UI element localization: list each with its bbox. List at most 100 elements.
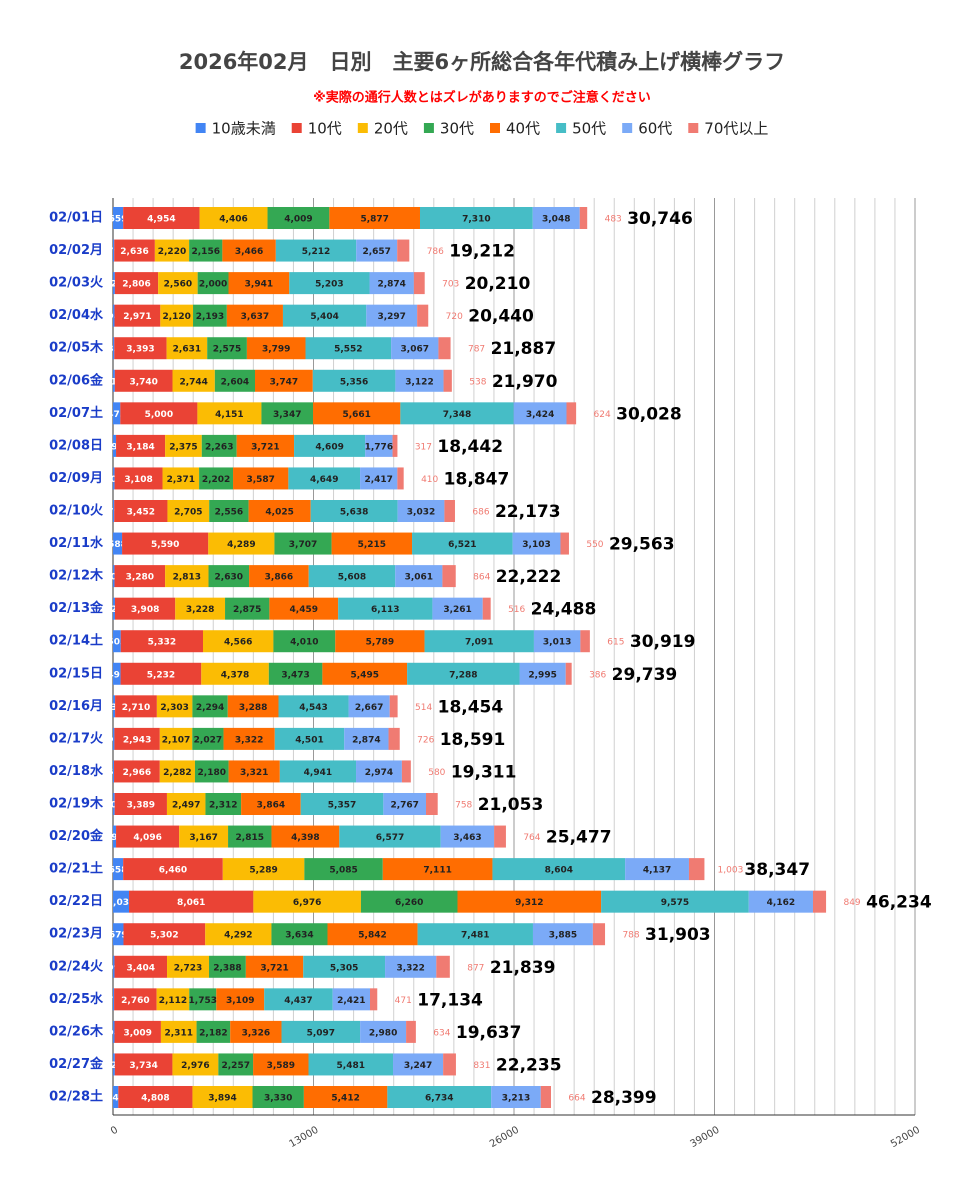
data-label: 6,260 <box>395 898 423 908</box>
data-label: 8,061 <box>177 898 205 908</box>
data-label: 3,109 <box>226 996 254 1006</box>
bar-segment <box>401 760 411 783</box>
bar-segment <box>253 1053 309 1076</box>
bar-segment <box>300 793 384 815</box>
total-label: 20,440 <box>468 307 534 327</box>
data-label: 2,112 <box>159 996 187 1006</box>
legend-item: 20代 <box>357 120 408 138</box>
bar-segment <box>166 793 206 815</box>
legend-label: 10歳未満 <box>212 120 276 138</box>
data-label: 109 <box>104 801 123 811</box>
data-label: 3,247 <box>404 1061 432 1071</box>
data-label: 6,521 <box>448 540 476 550</box>
bar-segment <box>214 369 256 392</box>
bar-segment <box>264 988 333 1011</box>
legend-label: 70代以上 <box>704 120 768 138</box>
data-label: 2,575 <box>213 345 241 355</box>
bar-segment <box>360 1020 407 1043</box>
bar-segment <box>406 1020 416 1043</box>
bar-segment <box>193 304 227 327</box>
bar-segment <box>225 597 270 620</box>
bar-segment <box>218 1053 254 1076</box>
total-label: 18,847 <box>444 469 510 489</box>
data-label: 3,707 <box>289 540 317 550</box>
total-label: 24,488 <box>531 600 597 620</box>
bar-segment <box>123 923 206 946</box>
bar-segment <box>748 890 813 913</box>
y-tick-label: 02/19木 <box>49 796 104 812</box>
bar-segment <box>113 1086 119 1108</box>
legend-swatch <box>357 123 368 133</box>
bar-segment <box>167 500 210 522</box>
bar-segment <box>308 565 396 588</box>
bar-segment <box>560 532 569 555</box>
bar-segment <box>482 597 491 620</box>
data-label: 4,009 <box>284 215 312 225</box>
bar-segment <box>158 272 198 295</box>
data-label: 483 <box>605 215 622 225</box>
data-label: 5,789 <box>366 638 394 648</box>
bar-segment <box>165 434 202 457</box>
data-label: 2,710 <box>122 703 150 713</box>
bar-segment <box>208 532 275 555</box>
bar-segment <box>123 858 223 881</box>
bar-segment <box>113 890 130 913</box>
bar-segment <box>269 597 339 620</box>
bar-segment <box>288 467 361 490</box>
data-label: 2,202 <box>202 475 230 485</box>
data-label: 5,552 <box>334 345 362 355</box>
bar-segment <box>199 467 234 490</box>
data-label: 7,348 <box>443 410 471 420</box>
bar-segment <box>113 988 115 1011</box>
bar-segment <box>113 434 117 457</box>
bar-segment <box>197 402 262 425</box>
bar-segment <box>275 239 357 262</box>
bar-segment <box>113 858 124 881</box>
legend-swatch <box>490 123 500 133</box>
bar-segment <box>278 695 349 718</box>
bar-segment <box>444 500 455 522</box>
bar-segment <box>192 695 228 718</box>
y-tick-label: 02/24火 <box>49 959 104 974</box>
data-label: 4,398 <box>291 833 319 843</box>
data-label: 9,575 <box>661 898 689 908</box>
bar-segment <box>248 500 311 522</box>
data-label: 3,061 <box>405 573 433 583</box>
data-label: 4,566 <box>224 638 252 648</box>
bar-segment <box>540 1086 551 1108</box>
bar-segment <box>156 695 193 718</box>
data-label: 2,303 <box>160 703 188 713</box>
data-label: 3,404 <box>127 963 155 973</box>
bar-segment <box>114 272 159 295</box>
data-label: 5,215 <box>358 540 386 550</box>
data-label: 764 <box>523 833 540 843</box>
data-label: 2,311 <box>165 1028 193 1038</box>
bar-segment <box>113 695 116 718</box>
bar-segment <box>383 793 427 815</box>
y-tick-label: 02/23月 <box>49 927 103 942</box>
data-label: 2,875 <box>233 605 261 615</box>
total-label: 22,222 <box>496 567 562 587</box>
data-label: 5,203 <box>315 280 343 290</box>
data-label: 2,874 <box>352 735 380 745</box>
bar-segment <box>222 858 305 881</box>
chart-title: 2026年02月 日別 主要6ヶ所総合各年代積み上げ横棒グラフ <box>179 50 785 74</box>
bar-segment <box>436 955 450 978</box>
data-label: 91 <box>107 735 120 745</box>
bar-segment <box>113 825 117 848</box>
data-label: 5,481 <box>337 1061 365 1071</box>
bar-segment <box>175 597 226 620</box>
data-label: 2,107 <box>162 735 190 745</box>
legend-label: 30代 <box>440 120 474 138</box>
legend-swatch <box>423 123 434 133</box>
data-label: 2,667 <box>355 703 383 713</box>
legend-swatch <box>195 123 206 133</box>
data-label: 135 <box>105 703 124 713</box>
data-label: 4,501 <box>295 735 323 745</box>
data-label: 2,813 <box>173 573 201 583</box>
bar-segment <box>442 565 456 588</box>
bar-segment <box>113 760 115 783</box>
total-label: 21,887 <box>491 339 557 359</box>
data-label: 4,378 <box>221 670 249 680</box>
